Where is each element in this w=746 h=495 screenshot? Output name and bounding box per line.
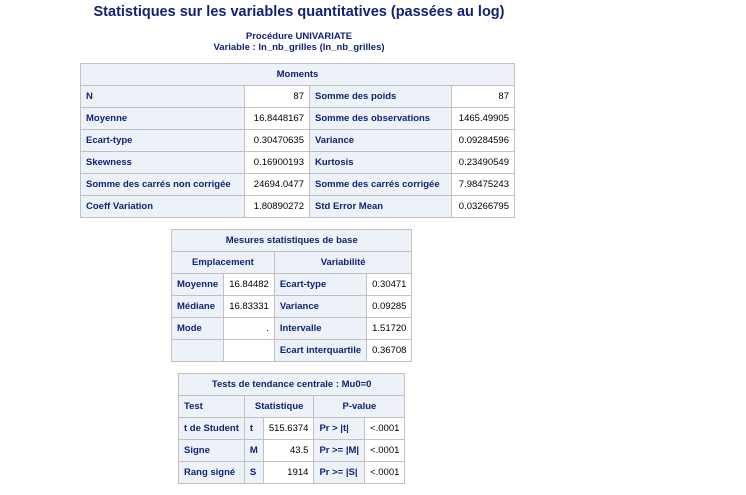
cell-value: <.0001 [364,417,406,440]
cell-value: 87 [451,85,515,108]
location-tests-table: Tests de tendance centrale : Mu0=0 Test … [177,373,406,484]
location-header: Emplacement [171,251,275,274]
variability-header: Variabilité [273,251,413,274]
table-row: Signe M 43.5 Pr >= |M| <.0001 [178,439,406,462]
cell-value: 0.30470635 [244,129,310,152]
pvalue-label: Pr >= |S| [313,461,366,484]
cell-value: 16.83331 [223,295,275,318]
row-label: Médiane [170,295,225,318]
statistic-header: Statistique [243,395,315,418]
row-label: Moyenne [80,107,245,130]
pvalue-label: Pr > |t| [313,417,366,440]
pvalue-label: Pr >= |M| [313,439,366,462]
test-name: Rang signé [178,461,245,484]
row-label: Ecart-type [273,273,368,296]
table-row: Ecart interquartile 0.36708 [170,339,413,362]
row-label: Variance [309,129,452,152]
table-row: Médiane 16.83331 Variance 0.09285 [170,295,413,318]
row-label: Kurtosis [309,151,452,174]
row-label: Moyenne [170,273,225,296]
table-row: Skewness 0.16900193 Kurtosis 0.23490549 [80,151,515,174]
basic-stats-table: Mesures statistiques de base Emplacement… [170,229,413,362]
table-row: Rang signé S 1914 Pr >= |S| <.0001 [178,461,406,484]
cell-value: 0.30471 [366,273,413,296]
cell-value: 7.98475243 [451,173,515,196]
test-symbol: S [243,461,264,484]
cell-value: 87 [244,85,310,108]
cell-value: 0.16900193 [244,151,310,174]
moments-table: Moments N 87 Somme des poids 87 Moyenne … [80,63,515,218]
row-label: Somme des carrés non corrigée [80,173,245,196]
basic-stats-caption: Mesures statistiques de base [170,229,413,252]
row-label: Ecart-type [80,129,245,152]
test-name: t de Student [178,417,245,440]
cell-value: 0.03266795 [451,195,515,218]
cell-value: . [223,317,275,340]
table-row: Moyenne 16.84482 Ecart-type 0.30471 [170,273,413,296]
cell-value: <.0001 [364,439,406,462]
table-row: Mode . Intervalle 1.51720 [170,317,413,340]
test-symbol: M [243,439,264,462]
row-label: Variance [273,295,368,318]
table-row: t de Student t 515.6374 Pr > |t| <.0001 [178,417,406,440]
row-label: Skewness [80,151,245,174]
page-title: Statistiques sur les variables quantitat… [93,4,505,20]
row-label: Coeff Variation [80,195,245,218]
cell-value: 16.8448167 [244,107,310,130]
cell-value: 0.23490549 [451,151,515,174]
cell-value: 1.51720 [366,317,413,340]
cell-value: 24694.0477 [244,173,310,196]
cell-value: <.0001 [364,461,406,484]
row-label: Std Error Mean [309,195,452,218]
cell-value: 515.6374 [262,417,315,440]
cell-value: 1.80890272 [244,195,310,218]
table-row: Coeff Variation 1.80890272 Std Error Mea… [80,195,515,218]
pvalue-header: P-value [313,395,406,418]
tests-caption: Tests de tendance centrale : Mu0=0 [177,373,406,396]
row-label: Somme des poids [309,85,452,108]
procedure-label: Procédure UNIVARIATE [245,31,353,42]
test-name: Signe [178,439,245,462]
row-label [170,339,225,362]
table-row: N 87 Somme des poids 87 [80,85,515,108]
cell-value: 1465.49905 [451,107,515,130]
row-label: Mode [170,317,225,340]
table-row: Moyenne 16.8448167 Somme des observation… [80,107,515,130]
cell-value: 16.84482 [223,273,275,296]
test-header: Test [178,395,245,418]
row-label: N [80,85,245,108]
row-label: Intervalle [273,317,368,340]
cell-value: 0.09285 [366,295,413,318]
cell-value: 0.09284596 [451,129,515,152]
cell-value: 43.5 [262,439,315,462]
row-label: Somme des observations [309,107,452,130]
moments-caption: Moments [80,63,515,86]
table-row: Ecart-type 0.30470635 Variance 0.0928459… [80,129,515,152]
test-symbol: t [243,417,264,440]
cell-value: 0.36708 [366,339,413,362]
cell-value: 1914 [262,461,315,484]
table-row: Somme des carrés non corrigée 24694.0477… [80,173,515,196]
variable-label: Variable : ln_nb_grilles (ln_nb_grilles) [213,42,385,53]
row-label: Ecart interquartile [273,339,368,362]
cell-value [223,339,275,362]
row-label: Somme des carrés corrigée [309,173,452,196]
